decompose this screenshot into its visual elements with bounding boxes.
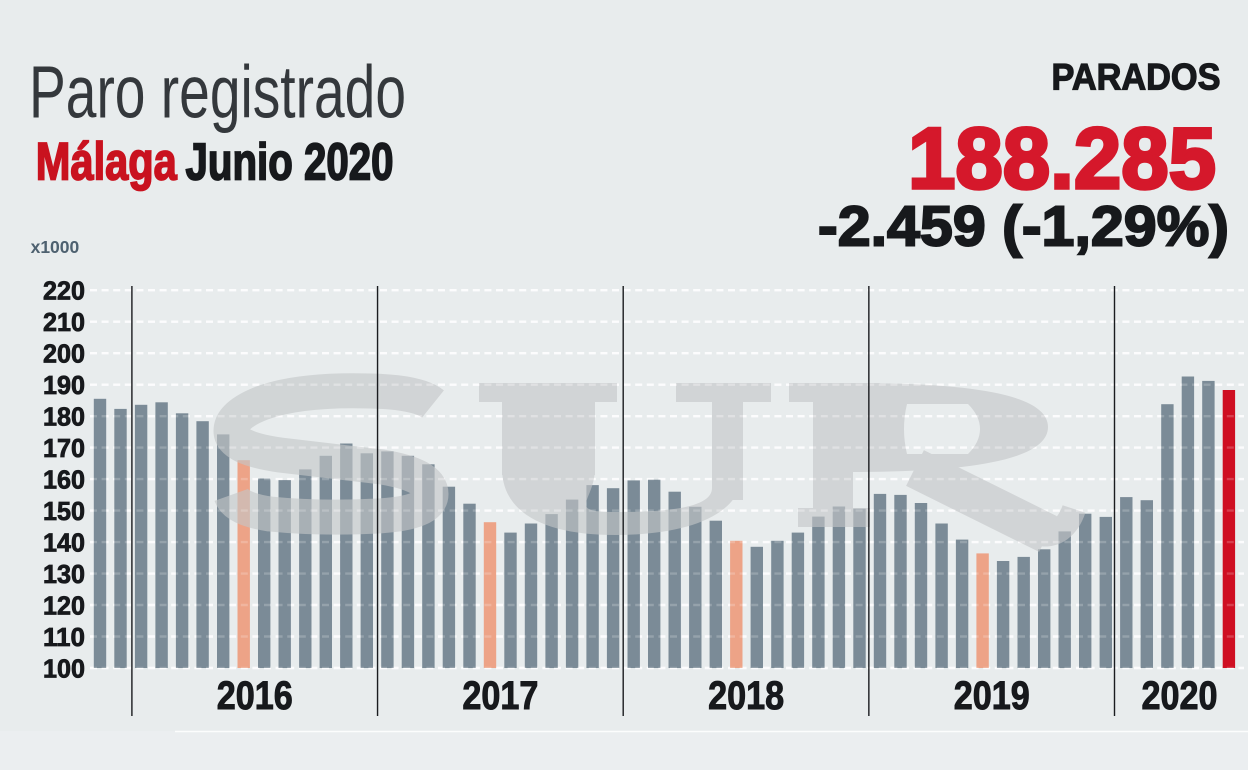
svg-text:220: 220 [43,276,85,306]
svg-text:Málaga: Málaga [36,133,177,192]
svg-text:2019: 2019 [954,674,1030,718]
svg-text:2020: 2020 [1142,674,1218,718]
svg-text:Junio 2020: Junio 2020 [186,134,394,192]
svg-text:140: 140 [43,528,85,558]
svg-text:210: 210 [43,307,85,337]
svg-text:190: 190 [43,370,85,400]
svg-text:150: 150 [43,496,85,526]
svg-text:160: 160 [43,465,85,495]
svg-text:2018: 2018 [708,674,784,718]
svg-text:200: 200 [43,339,85,369]
svg-text:100: 100 [43,653,85,683]
svg-text:170: 170 [43,433,85,463]
svg-text:PARADOS: PARADOS [1052,57,1221,98]
svg-text:120: 120 [43,590,85,620]
svg-text:188.285: 188.285 [908,111,1216,207]
svg-text:130: 130 [43,559,85,589]
svg-text:-2.459 (-1,29%): -2.459 (-1,29%) [818,195,1229,259]
svg-text:2016: 2016 [217,674,293,718]
svg-text:x1000: x1000 [31,237,80,257]
svg-text:2017: 2017 [462,674,538,718]
svg-text:110: 110 [43,622,85,652]
svg-text:180: 180 [43,402,85,432]
svg-text:Paro registrado: Paro registrado [29,51,406,134]
